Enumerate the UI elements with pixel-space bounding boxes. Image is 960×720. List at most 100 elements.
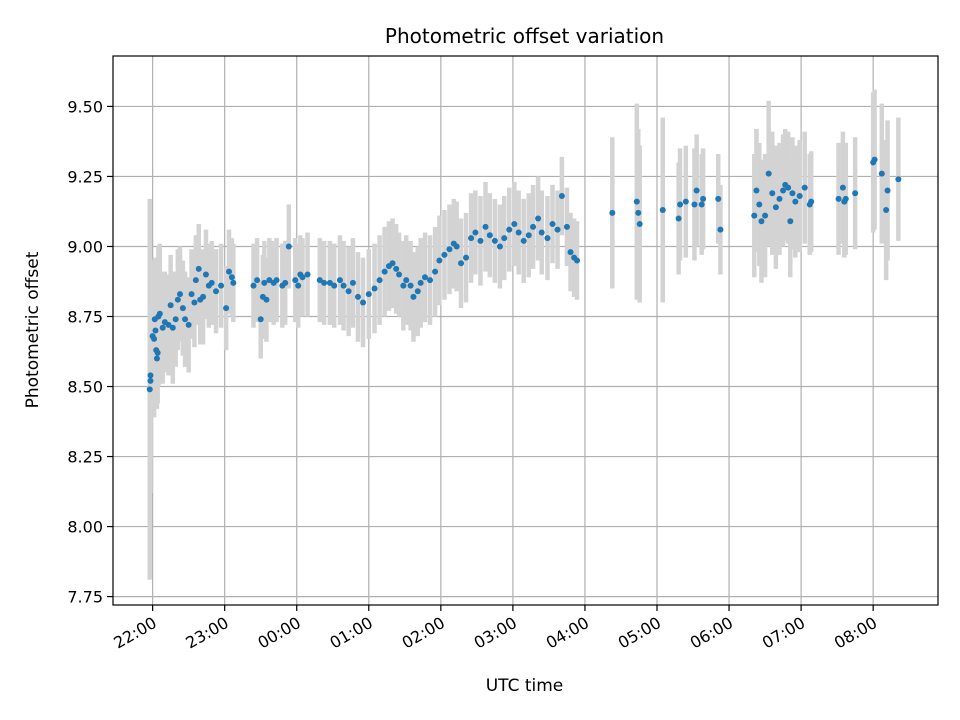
data-point xyxy=(682,198,689,205)
data-point xyxy=(407,282,414,289)
data-point xyxy=(400,282,407,289)
data-point xyxy=(414,288,421,295)
data-point xyxy=(218,282,225,289)
data-point xyxy=(159,324,166,331)
data-point xyxy=(365,291,372,298)
data-point xyxy=(152,327,159,334)
data-point xyxy=(185,321,192,328)
data-point xyxy=(304,271,311,278)
data-point xyxy=(179,305,186,312)
x-tick-label: 02:00 xyxy=(399,613,448,653)
data-point xyxy=(427,277,434,284)
y-tick-label: 7.75 xyxy=(67,588,103,607)
data-point xyxy=(842,195,849,202)
data-point xyxy=(169,324,176,331)
data-point xyxy=(511,221,518,228)
data-point xyxy=(349,279,356,286)
data-point xyxy=(167,302,174,309)
data-point xyxy=(446,246,453,253)
plot-frame xyxy=(112,55,939,606)
data-point xyxy=(295,282,302,289)
data-point xyxy=(472,229,479,236)
data-point xyxy=(753,187,760,194)
x-tick-label: 23:00 xyxy=(182,613,231,653)
data-point xyxy=(174,296,181,303)
data-point xyxy=(250,282,257,289)
data-point xyxy=(147,377,154,384)
data-point xyxy=(765,170,772,177)
data-point xyxy=(520,237,527,244)
data-point xyxy=(792,198,799,205)
data-point xyxy=(226,268,233,275)
data-point xyxy=(421,274,428,281)
data-point xyxy=(762,212,769,219)
data-point xyxy=(468,235,475,242)
data-point xyxy=(698,201,705,208)
data-point xyxy=(228,274,235,281)
data-point xyxy=(371,285,378,292)
data-point xyxy=(567,249,574,256)
data-point xyxy=(491,237,498,244)
data-point xyxy=(463,254,470,261)
data-point xyxy=(878,170,885,177)
data-point xyxy=(151,335,158,342)
data-point xyxy=(261,279,268,286)
data-point xyxy=(376,277,383,284)
data-point xyxy=(839,184,846,191)
x-tick-label: 22:00 xyxy=(110,613,159,653)
data-point xyxy=(883,207,890,214)
data-point xyxy=(796,193,803,200)
data-point xyxy=(801,184,808,191)
data-point xyxy=(410,293,417,300)
data-point xyxy=(354,293,361,300)
data-point xyxy=(751,212,758,219)
chart-title: Photometric offset variation xyxy=(385,24,664,48)
data-point xyxy=(776,195,783,202)
data-point xyxy=(403,277,410,284)
data-point xyxy=(299,274,306,281)
data-point xyxy=(501,235,508,242)
data-point xyxy=(172,316,179,323)
data-point xyxy=(360,299,367,306)
data-point xyxy=(675,215,682,222)
data-point xyxy=(482,223,489,230)
data-point xyxy=(808,198,815,205)
data-point xyxy=(609,209,616,216)
data-point xyxy=(789,190,796,197)
data-point xyxy=(496,243,503,250)
data-point xyxy=(182,316,189,323)
data-point xyxy=(230,279,237,286)
data-point xyxy=(691,201,698,208)
data-point xyxy=(146,386,153,393)
data-point xyxy=(200,293,207,300)
data-point xyxy=(549,221,556,228)
data-point xyxy=(772,204,779,211)
data-point xyxy=(486,232,493,239)
data-point xyxy=(525,232,532,239)
x-tick-label: 07:00 xyxy=(759,613,808,653)
data-point xyxy=(266,277,273,284)
data-point xyxy=(188,291,195,298)
data-point xyxy=(506,226,513,233)
data-point xyxy=(153,355,160,362)
data-point xyxy=(884,187,891,194)
data-point xyxy=(715,195,722,202)
y-tick-label: 8.50 xyxy=(67,378,103,397)
data-point xyxy=(147,372,154,379)
data-point xyxy=(852,190,859,197)
x-axis-title: UTC time xyxy=(486,676,564,696)
data-point xyxy=(285,243,292,250)
data-point xyxy=(273,277,280,284)
data-point xyxy=(477,237,484,244)
data-point xyxy=(453,243,460,250)
y-tick-label: 8.00 xyxy=(67,518,103,537)
data-point xyxy=(393,265,400,272)
x-tick-label: 06:00 xyxy=(687,613,736,653)
data-point xyxy=(432,268,439,275)
data-point xyxy=(191,299,198,306)
data-point xyxy=(263,296,270,303)
data-point xyxy=(154,349,161,356)
data-point xyxy=(633,198,640,205)
data-point xyxy=(769,190,776,197)
